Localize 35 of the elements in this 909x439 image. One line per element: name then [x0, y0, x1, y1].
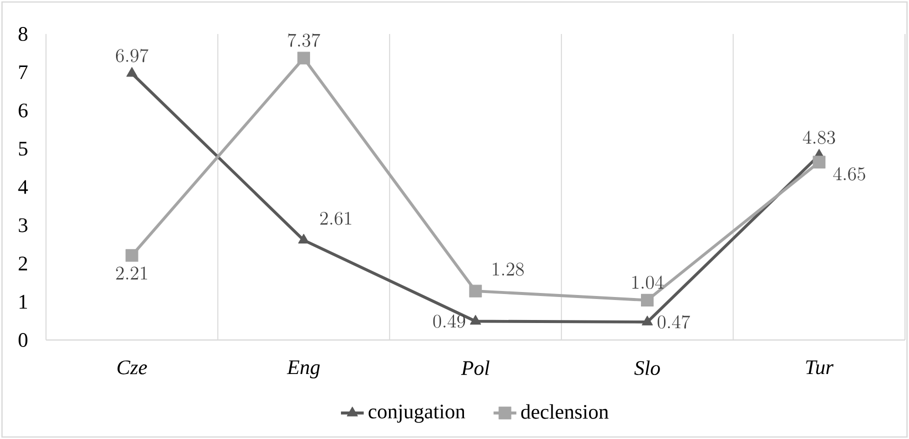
x-tick-label: Slo [634, 360, 660, 376]
point [126, 249, 138, 262]
x-tick-label: Eng [286, 360, 320, 378]
data-label: 7.37 [288, 34, 320, 47]
data-label: 0.47 [658, 315, 690, 329]
x-tick-label: Tur [806, 360, 834, 374]
data-label: 1 .04 [632, 276, 664, 290]
legend-label: declension [521, 404, 609, 419]
point [469, 284, 482, 298]
point [126, 67, 138, 77]
point [812, 156, 826, 168]
y-tick-label: 6 [18, 104, 28, 118]
point [642, 316, 653, 326]
point [640, 294, 654, 307]
x-tick-label: Pol [461, 360, 490, 376]
data-label: 1 .28 [492, 262, 524, 276]
data-label: 2.61 [320, 212, 352, 225]
y-tick-label: 8 [18, 27, 28, 41]
y-tick-label: 2 [18, 256, 28, 270]
point [470, 314, 482, 325]
y-tick-label: 5 [19, 142, 28, 156]
point [298, 234, 310, 244]
legend-label: conjugation [368, 404, 466, 423]
data-label: 4.65 [833, 167, 866, 181]
point [297, 52, 310, 64]
data-label: 2.21 [116, 266, 148, 280]
y-tick-label: 4 [18, 180, 28, 194]
data-label: 0.49 [433, 314, 466, 328]
y-tick-label: 7 [19, 65, 28, 80]
data-label: 4.83 [802, 130, 836, 144]
data-label: 6.97 [116, 48, 148, 62]
y-tick-label: 1 [20, 294, 27, 309]
y-tick-label: 0 [18, 333, 28, 347]
x-tick-label: Cze [118, 360, 147, 374]
y-tick-label: 3 [18, 218, 28, 232]
